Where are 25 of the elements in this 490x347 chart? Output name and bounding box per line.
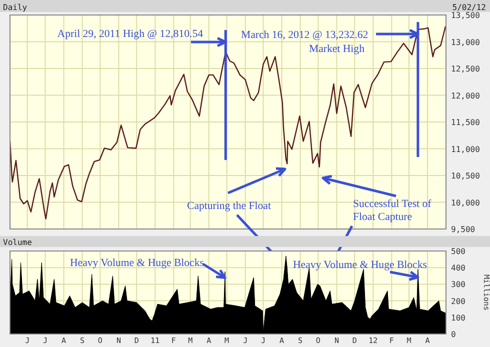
annotation: Heavy Volume & Huge Blocks (70, 257, 204, 269)
y-tick-label: 400 (451, 264, 466, 273)
y-tick-label: 12,000 (451, 91, 480, 100)
y-tick-label: 0 (451, 330, 456, 339)
annotation: Capturing the Float (187, 200, 271, 212)
annotation: Heavy Volume & Huge Blocks (293, 259, 427, 271)
y-tick-label: 100 (451, 313, 466, 322)
y-tick-label: 12,500 (451, 64, 480, 74)
y-tick-label: 500 (451, 247, 466, 256)
y-tick-label: 11,500 (451, 118, 480, 127)
chart-title: Volume (3, 238, 32, 247)
y-tick-label: 13,000 (451, 38, 480, 47)
y-tick-label: 10,500 (451, 172, 480, 180)
y-tick-label: 13,500 (451, 11, 480, 20)
y-tick-label: 9,500 (451, 225, 476, 234)
y-tick-label: 200 (451, 296, 466, 306)
text: 5/02/12 (452, 3, 486, 12)
chart-title: Daily (3, 3, 28, 12)
annotation: Market High (309, 43, 366, 55)
annotation: April 29, 2011 High @ 12,810.54 (57, 28, 204, 40)
y-tick-label: 300 (451, 280, 466, 290)
annotation: March 16, 2012 @ 13,232.62 (241, 29, 368, 41)
y-tick-label: 11,000 (451, 144, 480, 154)
y-tick-label: 10,000 (451, 198, 480, 208)
annotation: Successful Test of Float Capture (353, 198, 432, 223)
